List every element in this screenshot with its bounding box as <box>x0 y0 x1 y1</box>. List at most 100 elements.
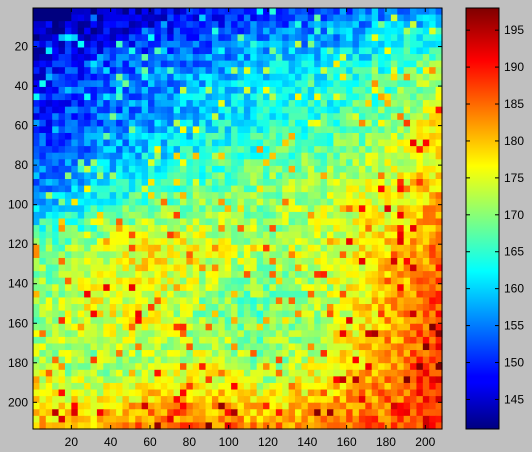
heatmap-cell <box>352 257 360 266</box>
heatmap-cell <box>39 218 47 226</box>
heatmap-cell <box>84 225 92 233</box>
heatmap-cell <box>109 60 117 68</box>
heatmap-cell <box>179 93 187 101</box>
heatmap-cell <box>429 126 437 134</box>
heatmap-cell <box>192 363 200 371</box>
heatmap-cell <box>64 409 72 417</box>
heatmap-cell <box>211 152 219 160</box>
heatmap-cell <box>109 310 117 318</box>
heatmap-cell <box>416 277 424 285</box>
heatmap-cell <box>64 139 72 147</box>
heatmap-cell <box>52 409 60 417</box>
heatmap-cell <box>218 323 226 331</box>
heatmap-cell <box>135 132 143 141</box>
heatmap-cell <box>103 21 111 29</box>
heatmap-cell <box>435 119 443 128</box>
heatmap-cell <box>135 396 143 404</box>
heatmap-cell <box>333 119 341 128</box>
heatmap-cell <box>128 343 136 351</box>
heatmap-cell <box>358 205 366 213</box>
heatmap-cell <box>71 8 79 16</box>
heatmap-cell <box>333 27 341 35</box>
heatmap-cell <box>378 343 386 351</box>
heatmap-cell <box>314 47 322 55</box>
heatmap-cell <box>224 290 232 299</box>
heatmap-cell <box>135 172 143 180</box>
heatmap-cell <box>179 34 187 42</box>
heatmap-cell <box>429 231 437 239</box>
heatmap-cell <box>109 231 117 239</box>
heatmap-cell <box>333 80 341 88</box>
heatmap-cell <box>269 113 277 121</box>
heatmap-cell <box>160 106 168 114</box>
heatmap-cell <box>390 409 398 417</box>
heatmap-cell <box>288 113 296 121</box>
heatmap-cell <box>320 363 328 371</box>
heatmap-cell <box>109 244 117 252</box>
heatmap-cell <box>429 422 437 430</box>
heatmap-cell <box>326 146 334 154</box>
heatmap-cell <box>211 343 219 351</box>
heatmap-cell <box>141 402 149 410</box>
heatmap-cell <box>103 172 111 180</box>
heatmap-cell <box>218 80 226 88</box>
heatmap-cell <box>378 225 386 233</box>
heatmap-cell <box>371 290 379 299</box>
heatmap-cell <box>199 396 207 404</box>
heatmap-cell <box>288 126 296 134</box>
heatmap-cell <box>192 205 200 213</box>
heatmap-cell <box>135 422 143 430</box>
heatmap-cell <box>199 277 207 285</box>
heatmap-cell <box>365 54 373 62</box>
heatmap-cell <box>192 343 200 351</box>
heatmap-cell <box>199 172 207 180</box>
heatmap-cell <box>275 284 283 292</box>
heatmap-cell <box>39 93 47 101</box>
heatmap-cell <box>269 343 277 351</box>
heatmap-cell <box>116 67 124 75</box>
heatmap-cell <box>52 67 60 75</box>
heatmap-cell <box>365 389 373 397</box>
heatmap-cell <box>314 225 322 233</box>
heatmap-cell <box>429 185 437 193</box>
heatmap-cell <box>237 113 245 121</box>
heatmap-cell <box>346 165 354 174</box>
heatmap-cell <box>64 218 72 226</box>
heatmap-cell <box>416 172 424 180</box>
heatmap-cell <box>275 396 283 404</box>
heatmap-cell <box>314 80 322 88</box>
heatmap-cell <box>173 54 181 62</box>
heatmap-cell <box>205 290 213 299</box>
heatmap-cell <box>116 356 124 364</box>
heatmap-cell <box>333 152 341 160</box>
heatmap-cell <box>333 277 341 285</box>
heatmap-cell <box>269 198 277 206</box>
heatmap-cell <box>77 126 85 134</box>
heatmap-cell <box>148 264 156 272</box>
heatmap-cell <box>301 389 309 397</box>
heatmap-cell <box>275 80 283 88</box>
heatmap-cell <box>211 198 219 206</box>
heatmap-cell <box>410 192 418 200</box>
heatmap-cell <box>128 317 136 325</box>
heatmap-cell <box>199 139 207 147</box>
heatmap-cell <box>45 126 53 134</box>
heatmap-cell <box>179 211 187 220</box>
heatmap-cell <box>33 231 40 239</box>
heatmap-cell <box>148 159 156 167</box>
heatmap-cell <box>301 165 309 174</box>
heatmap-cell <box>237 119 245 128</box>
heatmap-cell <box>250 251 258 259</box>
heatmap-cell <box>160 343 168 351</box>
heatmap-cell <box>269 409 277 417</box>
heatmap-cell <box>218 310 226 318</box>
heatmap-cell <box>243 290 251 299</box>
heatmap-cell <box>397 159 405 167</box>
heatmap-cell <box>128 336 136 345</box>
heatmap-cell <box>141 126 149 134</box>
heatmap-cell <box>307 376 315 384</box>
heatmap-cell <box>422 244 430 252</box>
heatmap-cell <box>58 310 66 318</box>
heatmap-cell <box>96 139 104 147</box>
heatmap-cell <box>96 198 104 206</box>
